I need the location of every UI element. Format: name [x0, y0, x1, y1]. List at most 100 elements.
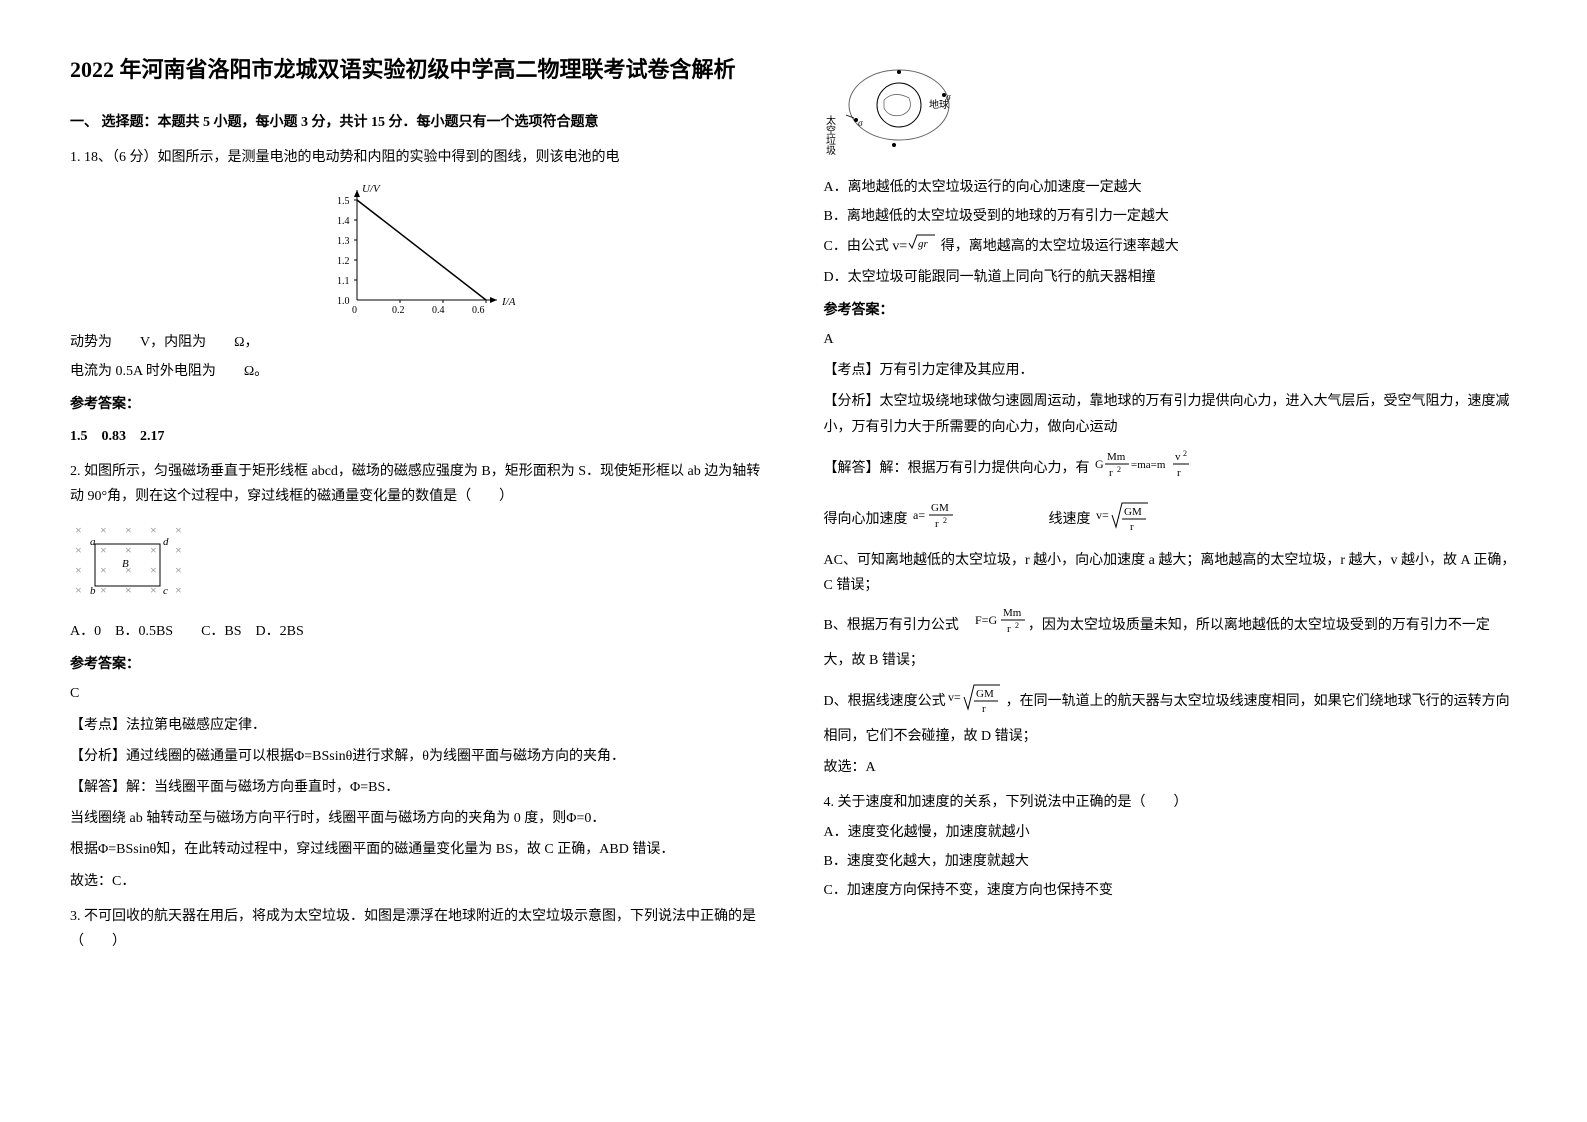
q3-analysis-3: 得向心加速度 a=GMr2 线速度 v=GMr: [824, 497, 1518, 542]
q3-option-c: C．由公式 v= gr 得，离地越高的太空垃圾运行速率越大: [824, 233, 1518, 260]
q3-analysis-3-pre: 得向心加速度: [824, 512, 908, 527]
q3-analysis-2: 【解答】解：根据万有引力提供向心力，有 GMmr2=ma=mv2r: [824, 446, 1518, 491]
svg-text:r: r: [982, 703, 986, 715]
q1-chart: I/A U/V 1.0 1.1 1.2 1.3 1.4 1.5 0 0.2 0.…: [317, 180, 517, 320]
svg-text:1.5: 1.5: [337, 196, 350, 207]
section-1-heading: 一、 选择题：本题共 5 小题，每小题 3 分，共计 15 分．每小题只有一个选…: [70, 110, 764, 135]
svg-text:1.1: 1.1: [337, 276, 350, 287]
q3-analysis-2-pre: 【解答】解：根据万有引力提供向心力，有: [824, 461, 1090, 476]
svg-text:2: 2: [1117, 465, 1121, 474]
q4-option-c: C．加速度方向保持不变，速度方向也保持不变: [824, 878, 1518, 903]
svg-text:gr: gr: [918, 238, 929, 250]
q3-analysis-5-pre: B、根据万有引力公式: [824, 618, 973, 633]
svg-text:a=: a=: [913, 508, 925, 522]
q1-text3: 电流为 0.5A 时外电阻为 Ω。: [70, 359, 764, 384]
question-1: 1. 18、（6 分）如图所示，是测量电池的电动势和内阻的实验中得到的图线，则该…: [70, 145, 764, 449]
svg-text:F=G: F=G: [975, 613, 997, 627]
formula-f-icon: F=G Mm r2: [973, 604, 1028, 647]
q2-analysis-5: 故选：C．: [70, 869, 764, 894]
q3-analysis-4: AC、可知离地越低的太空垃圾，r 越小，向心加速度 a 越大；离地越高的太空垃圾…: [824, 548, 1518, 598]
formula-v2-icon: v= GM r: [946, 679, 1006, 724]
q4-text: 4. 关于速度和加速度的关系，下列说法中正确的是（ ）: [824, 790, 1518, 815]
svg-text:2: 2: [1015, 621, 1019, 630]
q3-option-c-pre: C．由公式 v=: [824, 239, 908, 254]
svg-text:b: b: [90, 585, 96, 597]
svg-text:I/A: I/A: [501, 296, 516, 308]
svg-text:×: ×: [75, 523, 82, 537]
svg-text:1.4: 1.4: [337, 216, 350, 227]
q3-analysis-label: 【考点】万有引力定律及其应用．: [824, 358, 1518, 383]
svg-text:×: ×: [175, 523, 182, 537]
svg-text:×: ×: [125, 583, 132, 597]
q3-option-d: D．太空垃圾可能跟同一轨道上同向飞行的航天器相撞: [824, 265, 1518, 290]
svg-text:v: v: [1175, 451, 1181, 463]
q3-option-b: B．离地越低的太空垃圾受到的地球的万有引力一定越大: [824, 204, 1518, 229]
svg-text:×: ×: [175, 583, 182, 597]
q1-answer: 1.5 0.83 2.17: [70, 424, 764, 449]
q2-options: A．0 B．0.5BS C．BS D．2BS: [70, 619, 764, 644]
svg-text:×: ×: [125, 523, 132, 537]
q3-text: 3. 不可回收的航天器在用后，将成为太空垃圾．如图是漂浮在地球附近的太空垃圾示意…: [70, 904, 764, 954]
exam-page: 2022 年河南省洛阳市龙城双语实验初级中学高二物理联考试卷含解析 一、 选择题…: [0, 0, 1587, 1122]
svg-text:太空垃圾: 太空垃圾: [824, 114, 836, 156]
left-column: 2022 年河南省洛阳市龙城双语实验初级中学高二物理联考试卷含解析 一、 选择题…: [40, 50, 794, 1072]
q3-answer-label: 参考答案：: [824, 298, 1518, 323]
svg-text:0.4: 0.4: [432, 305, 445, 316]
svg-text:1.2: 1.2: [337, 256, 350, 267]
svg-text:0.2: 0.2: [392, 305, 405, 316]
svg-text:×: ×: [175, 563, 182, 577]
q4-option-b: B．速度变化越大，加速度就越大: [824, 849, 1518, 874]
formula-v-icon: v= GM r: [1094, 497, 1154, 542]
q3-answer: A: [824, 327, 1518, 352]
svg-text:×: ×: [150, 583, 157, 597]
q3-analysis-7: 故选：A: [824, 755, 1518, 780]
svg-text:r: r: [1177, 467, 1181, 479]
q2-text: 2. 如图所示，匀强磁场垂直于矩形线框 abcd，磁场的磁感应强度为 B，矩形面…: [70, 459, 764, 509]
svg-text:r: r: [1007, 623, 1011, 635]
q3-analysis-5: B、根据万有引力公式 F=GMmr2，因为太空垃圾质量未知，所以离地越低的太空垃…: [824, 604, 1518, 672]
svg-text:GM: GM: [1124, 506, 1142, 518]
q3-analysis-3-mid: 线速度: [965, 512, 1091, 527]
q3-analysis-6-pre: D、根据线速度公式: [824, 694, 946, 709]
svg-text:×: ×: [125, 543, 132, 557]
q1-answer-label: 参考答案：: [70, 392, 764, 417]
svg-text:×: ×: [100, 583, 107, 597]
svg-text:×: ×: [150, 523, 157, 537]
svg-text:×: ×: [75, 543, 82, 557]
q2-analysis-2: 【解答】解：当线圈平面与磁场方向垂直时，Φ=BS．: [70, 775, 764, 800]
svg-text:σ: σ: [858, 118, 863, 128]
svg-text:r: r: [1130, 521, 1134, 533]
svg-text:r: r: [1109, 467, 1113, 479]
q1-text: 1. 18、（6 分）如图所示，是测量电池的电动势和内阻的实验中得到的图线，则该…: [70, 145, 764, 170]
svg-text:r: r: [935, 518, 939, 530]
svg-text:1.0: 1.0: [337, 296, 350, 307]
svg-text:v=: v=: [1096, 508, 1109, 522]
svg-text:×: ×: [75, 563, 82, 577]
svg-text:GM: GM: [976, 688, 994, 700]
svg-text:Mm: Mm: [1107, 451, 1126, 463]
question-2: 2. 如图所示，匀强磁场垂直于矩形线框 abcd，磁场的磁感应强度为 B，矩形面…: [70, 459, 764, 894]
svg-text:GM: GM: [931, 502, 949, 514]
svg-text:×: ×: [100, 523, 107, 537]
svg-text:×: ×: [150, 543, 157, 557]
svg-text:σ: σ: [946, 92, 951, 102]
q2-analysis-4: 根据Φ=BSsinθ知，在此转动过程中，穿过线圈平面的磁通量变化量为 BS，故 …: [70, 837, 764, 862]
svg-text:0: 0: [352, 305, 357, 316]
right-column: 地球 σ σ 太空垃圾 A．离地越低的太空垃圾运行的向心加速度一定越大 B．离地…: [794, 50, 1548, 1072]
svg-text:×: ×: [100, 563, 107, 577]
svg-text:d: d: [163, 536, 169, 548]
q1-text2: 动势为 V，内阻为 Ω，: [70, 330, 764, 355]
q2-analysis-1: 【分析】通过线圈的磁通量可以根据Φ=BSsinθ进行求解，θ为线圈平面与磁场方向…: [70, 744, 764, 769]
svg-text:G: G: [1095, 457, 1104, 471]
q3-option-a: A．离地越低的太空垃圾运行的向心加速度一定越大: [824, 175, 1518, 200]
svg-text:Mm: Mm: [1003, 607, 1022, 619]
svg-text:2: 2: [943, 516, 947, 525]
q3-option-c-post: 得，离地越高的太空垃圾运行速率越大: [937, 239, 1179, 254]
formula-a-icon: a= GM r2: [911, 497, 961, 542]
svg-text:×: ×: [150, 563, 157, 577]
q2-analysis-3: 当线圈绕 ab 轴转动至与磁场方向平行时，线圈平面与磁场方向的夹角为 0 度，则…: [70, 806, 764, 831]
exam-title: 2022 年河南省洛阳市龙城双语实验初级中学高二物理联考试卷含解析: [70, 50, 764, 90]
svg-text:v=: v=: [948, 690, 961, 704]
svg-text:0.6: 0.6: [472, 305, 485, 316]
q2-diagram: ××××× ××××× ××××× ××××× a d b c B: [70, 519, 200, 609]
